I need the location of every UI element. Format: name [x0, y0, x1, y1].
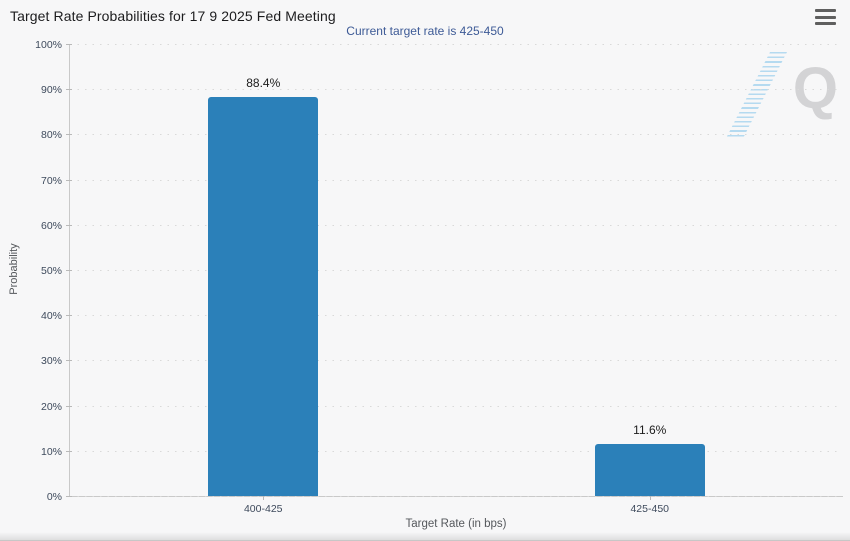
x-tick-mark — [263, 496, 265, 500]
gridline-90 — [70, 89, 839, 91]
y-tick-mark — [66, 360, 72, 362]
gridline-70 — [70, 179, 839, 181]
y-tick-label-40: 40% — [40, 310, 62, 323]
y-tick-label-60: 60% — [40, 219, 62, 232]
gridline-40 — [70, 315, 839, 317]
y-tick-mark — [66, 450, 72, 452]
y-tick-label-50: 50% — [40, 265, 62, 277]
y-tick-label-100: 100% — [35, 39, 62, 51]
gridline-10 — [70, 450, 839, 452]
y-tick-label-20: 20% — [40, 400, 62, 413]
gridline-60 — [70, 224, 839, 226]
bar-value-label-425-450: 11.6% — [633, 422, 667, 437]
hamburger-menu-icon[interactable] — [815, 9, 836, 25]
probability-bar-400-425[interactable] — [208, 97, 319, 496]
gridline-0 — [70, 496, 839, 497]
y-tick-mark — [66, 44, 72, 45]
chart-title: Target Rate Probabilities for 17 9 2025 … — [10, 8, 336, 24]
gridline-30 — [70, 360, 839, 362]
x-category-label-400-425: 400-425 — [243, 503, 283, 515]
bar-layer: 88.4% 400-425 11.6% 425-450 — [70, 45, 844, 515]
hamburger-bar — [815, 9, 836, 12]
y-axis-title: Probability — [8, 243, 20, 295]
x-axis-title: Target Rate (in bps) — [405, 518, 507, 530]
y-tick-mark — [66, 224, 72, 226]
y-tick-mark — [66, 179, 72, 181]
bar-value-label-400-425: 88.4% — [246, 76, 281, 91]
y-tick-label-70: 70% — [40, 174, 62, 187]
x-tick-mark — [649, 496, 651, 500]
x-category-label-425-450: 425-450 — [630, 503, 670, 515]
gridline-50 — [70, 270, 839, 271]
gridline-100 — [70, 44, 839, 45]
bar-slot-425-450: 11.6% 425-450 — [457, 45, 844, 515]
probability-bar-425-450[interactable] — [594, 443, 705, 496]
y-tick-mark — [66, 496, 72, 497]
bar-slot-400-425: 88.4% 400-425 — [70, 45, 457, 515]
y-tick-label-10: 10% — [40, 445, 62, 458]
y-tick-mark — [66, 315, 72, 317]
y-tick-mark — [66, 89, 72, 91]
y-tick-mark — [66, 405, 72, 407]
bottom-edge-shade — [0, 532, 850, 541]
y-tick-label-80: 80% — [40, 129, 62, 142]
y-tick-label-90: 90% — [40, 84, 62, 97]
plot-area: 88.4% 400-425 11.6% 425-450 — [66, 44, 844, 515]
hamburger-bar — [815, 22, 836, 25]
y-tick-mark — [66, 134, 72, 136]
y-tick-label-30: 30% — [40, 355, 62, 368]
gridline-80 — [70, 134, 839, 136]
chart-subtitle: Current target rate is 425-450 — [346, 24, 504, 38]
y-tick-label-0: 0% — [46, 491, 62, 503]
gridline-20 — [70, 405, 839, 407]
y-tick-mark — [66, 270, 72, 271]
hamburger-bar — [815, 15, 836, 19]
